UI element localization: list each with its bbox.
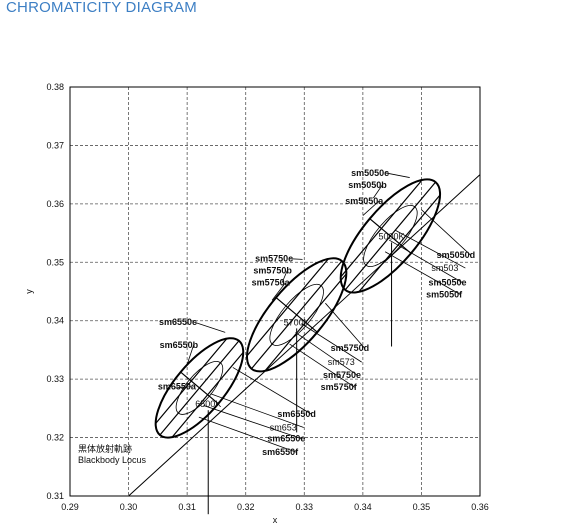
y-tick-label: 0.34 xyxy=(46,316,64,326)
bin-divider xyxy=(155,338,228,424)
bin-label-leader xyxy=(289,343,355,388)
bin-label-leader xyxy=(232,367,312,415)
cct-marker-label: 5000K xyxy=(379,232,405,242)
bin-label-leader xyxy=(384,251,461,295)
cct-markers: 6500K 5700K 5000K xyxy=(195,232,405,515)
y-tick-label: 0.36 xyxy=(46,199,64,209)
bin-divider-minor xyxy=(275,297,318,333)
bin-label-leader xyxy=(186,345,194,365)
plot-frame xyxy=(69,86,481,497)
bin-label: sm5750e xyxy=(323,370,361,380)
y-axis-label: y xyxy=(24,289,34,294)
cct-marker-label: 6500K xyxy=(195,399,221,409)
bin-divider xyxy=(264,273,347,372)
bin-divider xyxy=(358,194,441,293)
bin-divider-minor xyxy=(180,371,219,405)
bin-label-leader xyxy=(203,405,302,440)
x-axis-label: x xyxy=(273,515,278,525)
bin-label: sm5050c xyxy=(351,168,389,178)
bin-label: sm5750c xyxy=(255,254,293,264)
blackbody-locus-label-en: Blackbody Locus xyxy=(78,455,147,465)
x-tick-label: 0.29 xyxy=(61,502,79,512)
bin-label: sm6550c xyxy=(159,317,197,327)
bin-label-leader xyxy=(385,172,410,178)
page-title: CHROMATICITY DIAGRAM xyxy=(6,0,197,16)
bin-label: sm6550a xyxy=(158,382,197,392)
y-tick-label: 0.35 xyxy=(46,257,64,267)
x-tick-label: 0.34 xyxy=(354,502,372,512)
bin-label-leader xyxy=(389,239,463,284)
cct-marker-label: 5700K xyxy=(284,317,310,327)
bin-divider-minor xyxy=(369,218,412,254)
bin-label: sm6550b xyxy=(160,340,199,350)
bin-label: sm6550f xyxy=(262,447,299,457)
bin-label: sm6550d xyxy=(277,409,316,419)
x-tick-label: 0.31 xyxy=(178,502,196,512)
bin-label-leader xyxy=(301,323,362,363)
bin-label: sm5750b xyxy=(253,265,292,275)
y-tick-label: 0.33 xyxy=(46,374,64,384)
y-tick-label: 0.32 xyxy=(46,433,64,443)
blackbody-locus-line xyxy=(128,174,481,497)
bin-label: sm6550e xyxy=(267,434,305,444)
bin-label: sm5750d xyxy=(331,343,370,353)
y-tick-label: 0.31 xyxy=(46,491,64,501)
bin-label-leader xyxy=(325,302,365,349)
bin-label-leader xyxy=(198,416,297,453)
x-tick-label: 0.35 xyxy=(413,502,431,512)
bin-label: sm5050f xyxy=(426,289,463,299)
x-tick-label: 0.36 xyxy=(471,502,489,512)
bin-label-leader xyxy=(373,184,383,199)
bin-label: sm5050e xyxy=(428,278,466,288)
bin-label-leader xyxy=(289,258,303,260)
bin-label-leader xyxy=(210,393,304,428)
bin-label-leader xyxy=(192,321,226,333)
bin-label-leader xyxy=(271,282,286,301)
bin-label: sm5050a xyxy=(345,196,384,206)
x-tick-label: 0.33 xyxy=(296,502,314,512)
bin-label: sm573 xyxy=(328,357,355,367)
bin-label-leader xyxy=(175,386,192,389)
bin-label-leader xyxy=(295,332,358,376)
bin-label-leader xyxy=(394,229,466,269)
bin-ellipses xyxy=(154,178,442,439)
y-tick-label: 0.37 xyxy=(46,140,64,150)
bin-label: sm5750a xyxy=(252,278,291,288)
y-axis-ticks: 0.31 0.32 0.33 0.34 0.35 0.36 0.37 0.38 xyxy=(46,82,64,501)
blackbody-locus xyxy=(128,174,481,497)
bin-label: sm653 xyxy=(270,423,297,433)
bin-label: sm5050b xyxy=(348,180,387,190)
blackbody-locus-label-jp: 黒体放射軌跡 xyxy=(78,443,132,454)
bin-label-leader xyxy=(362,200,380,216)
bin-label-leader xyxy=(281,270,288,283)
bin-label: sm5750f xyxy=(321,382,358,392)
x-tick-label: 0.32 xyxy=(237,502,255,512)
x-axis-ticks: 0.29 0.30 0.31 0.32 0.33 0.34 0.35 0.36 xyxy=(61,502,489,512)
bin-label-leader xyxy=(421,209,471,256)
bin-divider xyxy=(246,258,329,357)
gridlines xyxy=(70,87,480,496)
y-tick-label: 0.38 xyxy=(46,82,64,92)
bin-label: sm5050d xyxy=(437,250,476,260)
bin-divider xyxy=(340,179,423,278)
x-tick-label: 0.30 xyxy=(120,502,138,512)
bin-label: sm503 xyxy=(431,263,458,273)
bin-labels: sm6550c sm6550b sm6550a sm6550d sm653sm6550e… xyxy=(158,168,475,457)
bin-divider xyxy=(171,351,244,438)
